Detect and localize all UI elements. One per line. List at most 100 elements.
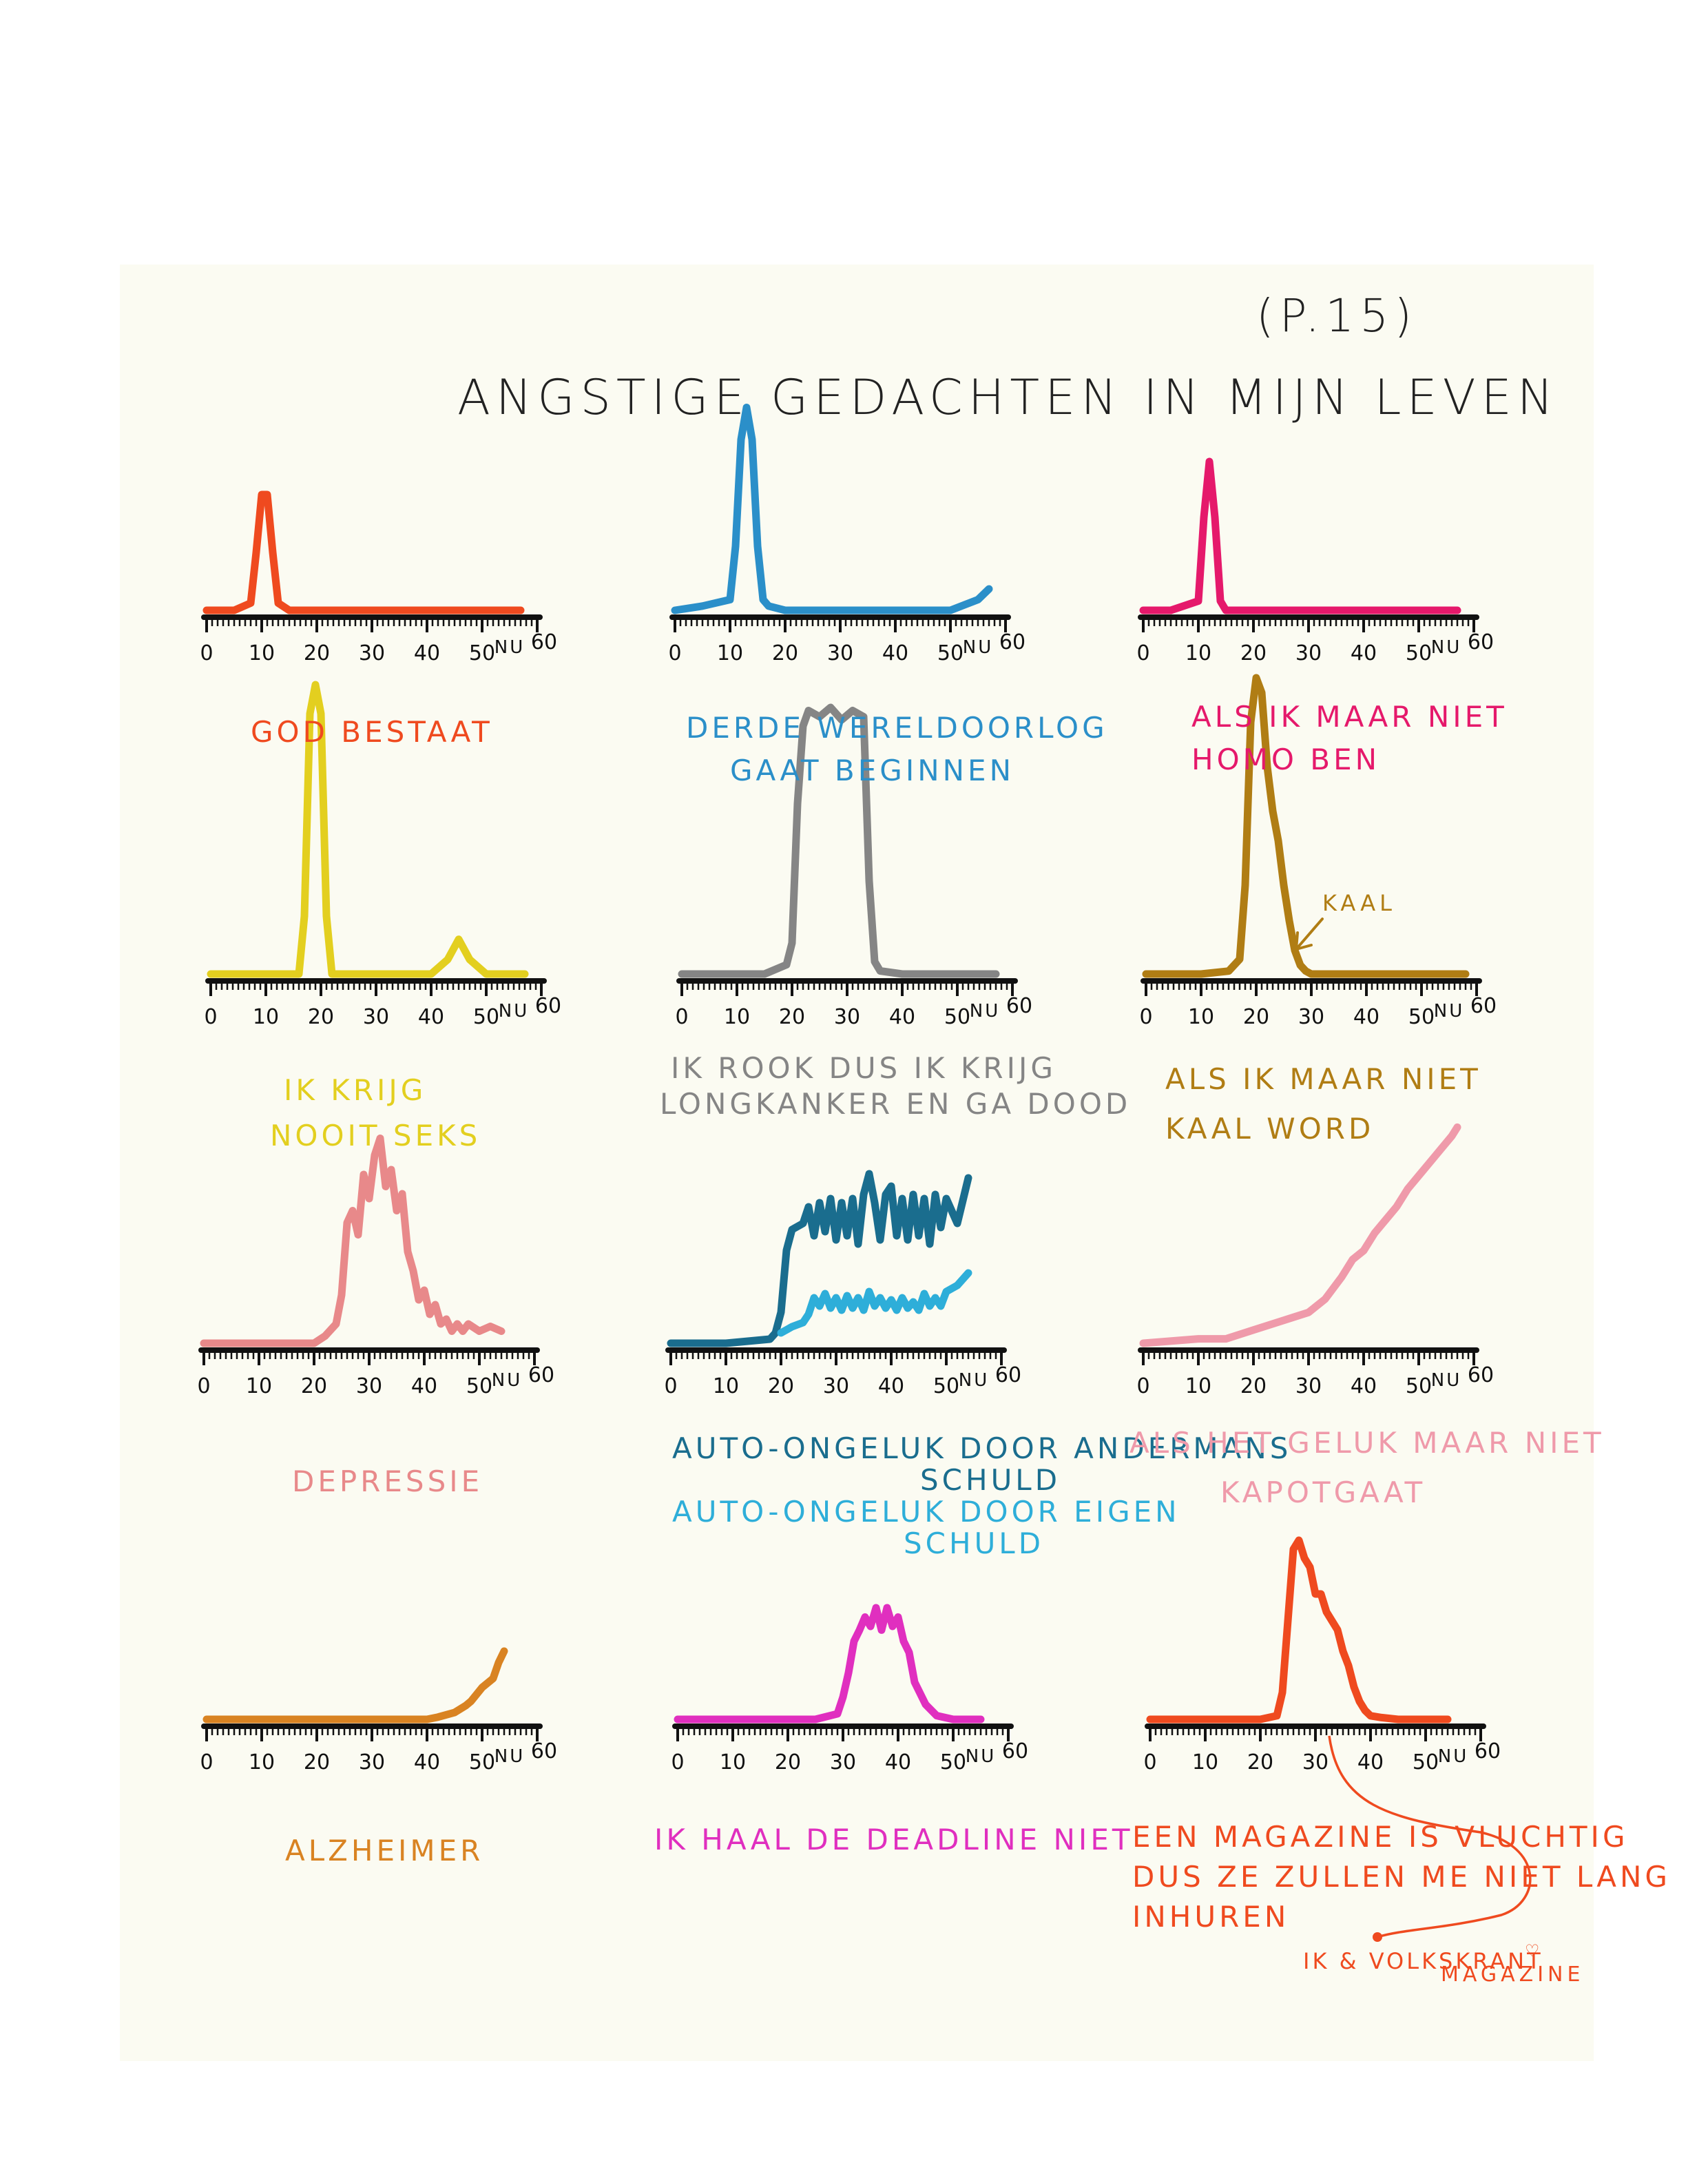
tick-label: 30 <box>823 1374 849 1398</box>
tick-label: 60 <box>531 630 557 654</box>
now-label: NU <box>959 1370 989 1391</box>
tick-label: 0 <box>668 641 681 665</box>
tick-label: 20 <box>775 1750 801 1774</box>
caption-line: Auto-ongeluk door andermans <box>672 1431 1292 1465</box>
tick-label: 30 <box>1295 641 1322 665</box>
tick-label: 40 <box>1351 641 1377 665</box>
caption-line: kapotgaat <box>1220 1476 1426 1509</box>
annotation-label: KAAL <box>1322 890 1396 916</box>
tick-label: 20 <box>304 1750 330 1774</box>
tick-label: 40 <box>414 641 440 665</box>
tick-label: 60 <box>1475 1739 1501 1763</box>
tick-label: 40 <box>418 1005 444 1029</box>
tick-label: 40 <box>1357 1750 1384 1774</box>
caption-line: schuld <box>920 1463 1061 1497</box>
now-label: NU <box>492 1370 522 1391</box>
series-line <box>202 490 525 614</box>
now-label: NU <box>494 1746 525 1767</box>
page-title: Angstige gedachten in mijn leven <box>457 369 1559 426</box>
now-label: NU <box>499 1001 529 1022</box>
tick-label: 60 <box>531 1739 557 1763</box>
tick-label: 30 <box>827 641 853 665</box>
chart-panel-2: 0 10 20 30 40 50 60 NU <box>668 404 1025 665</box>
tick-label: 20 <box>308 1005 334 1029</box>
chart-panel-8: 0 10 20 30 40 50 60 NU <box>664 1170 1021 1398</box>
heart-icon: ♡ <box>1525 1941 1540 1960</box>
tick-label: 20 <box>1240 1374 1267 1398</box>
tick-label: 60 <box>1006 994 1032 1018</box>
tick-label: 40 <box>885 1750 911 1774</box>
tick-label: 30 <box>356 1374 382 1398</box>
annotation-label: MAGAZINE <box>1441 1963 1584 1987</box>
tick-label: 10 <box>249 1750 275 1774</box>
tick-label: 0 <box>1136 1374 1149 1398</box>
tick-label: 10 <box>713 1374 739 1398</box>
tick-label: 0 <box>671 1750 684 1774</box>
caption-line: Een magazine is vluchtig <box>1132 1820 1629 1854</box>
caption-line: schuld <box>904 1526 1045 1560</box>
now-label: NU <box>494 637 525 658</box>
tick-label: 20 <box>779 1005 805 1029</box>
tick-label: 10 <box>249 641 275 665</box>
tick-label: 50 <box>937 641 964 665</box>
caption-line: Ik krijg <box>284 1073 427 1107</box>
series-line <box>1146 1536 1452 1723</box>
tick-label: 50 <box>944 1005 970 1029</box>
tick-label: 10 <box>253 1005 279 1029</box>
tick-label: 50 <box>1413 1750 1439 1774</box>
caption-line: gaat beginnen <box>730 754 1014 787</box>
tick-label: 30 <box>830 1750 856 1774</box>
caption-line: longkanker en ga dood <box>660 1087 1132 1121</box>
annotation-label: IK & VOLKSKRANT <box>1303 1948 1543 1974</box>
tick-label: 50 <box>940 1750 966 1774</box>
tick-label: 40 <box>1353 1005 1379 1029</box>
chart-panel-5: 0 10 20 30 40 50 60 NU <box>675 703 1032 1029</box>
series-line <box>202 1647 508 1723</box>
tick-label: 50 <box>466 1374 492 1398</box>
chart-panel-11: 0 10 20 30 40 50 60 NU <box>200 1647 557 1774</box>
series-line <box>777 1269 972 1337</box>
tick-label: 40 <box>414 1750 440 1774</box>
tick-label: 10 <box>1188 1005 1214 1029</box>
tick-label: 50 <box>933 1374 959 1398</box>
caption-line: Als het geluk maar niet <box>1129 1426 1605 1460</box>
tick-label: 20 <box>772 641 798 665</box>
tick-label: 10 <box>724 1005 750 1029</box>
caption-line: nooit seks <box>270 1119 481 1152</box>
tick-label: 50 <box>469 1750 495 1774</box>
now-label: NU <box>970 1001 1000 1022</box>
chart-panel-6: 0 10 20 30 40 50 60 NU KAAL <box>1139 674 1497 1029</box>
tick-label: 30 <box>359 641 385 665</box>
tick-label: 50 <box>1406 1374 1432 1398</box>
annotation-dot <box>1373 1932 1382 1942</box>
series-line <box>1139 1123 1461 1347</box>
tick-label: 30 <box>1298 1005 1324 1029</box>
series-line <box>1142 674 1470 978</box>
caption-line: Depressie <box>292 1464 483 1498</box>
page-number: (p.15) <box>1256 289 1417 342</box>
tick-label: 60 <box>1002 1739 1028 1763</box>
series-line <box>200 1135 506 1347</box>
tick-label: 20 <box>1243 1005 1269 1029</box>
chart-panel-3: 0 10 20 30 40 50 60 NU <box>1136 457 1494 665</box>
tick-label: 30 <box>1295 1374 1322 1398</box>
tick-label: 10 <box>1185 1374 1211 1398</box>
tick-label: 10 <box>717 641 743 665</box>
tick-label: 40 <box>889 1005 915 1029</box>
tick-label: 40 <box>882 641 908 665</box>
paper-sheet <box>120 265 1594 2061</box>
tick-label: 20 <box>1247 1750 1273 1774</box>
series-line <box>1139 457 1461 614</box>
chart-panel-10: 0 10 20 30 40 50 60 NU <box>1136 1123 1494 1398</box>
caption-line: God bestaat <box>251 715 493 749</box>
caption-line: Derde wereldoorlog <box>686 711 1108 745</box>
tick-label: 0 <box>1139 1005 1152 1029</box>
tick-label: 50 <box>469 641 495 665</box>
chart-panel-12: 0 10 20 30 40 50 60 NU <box>671 1604 1028 1774</box>
tick-label: 30 <box>1302 1750 1329 1774</box>
chart-panel-9 <box>777 1269 972 1337</box>
tick-label: 40 <box>1351 1374 1377 1398</box>
tick-label: 20 <box>768 1374 794 1398</box>
tick-label: 60 <box>999 630 1025 654</box>
